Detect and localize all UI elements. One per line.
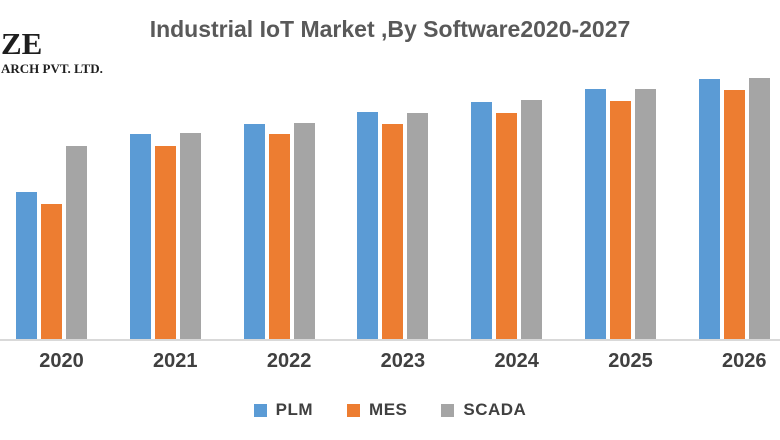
bar-mes-2023 bbox=[382, 124, 404, 339]
bar-mes-2021 bbox=[154, 146, 176, 339]
bar-plm-2024 bbox=[471, 102, 493, 339]
legend-item-mes: MES bbox=[347, 400, 407, 420]
bar-scada-2026 bbox=[748, 78, 770, 339]
bar-plm-2020 bbox=[16, 192, 37, 339]
x-axis-labels: 2020 2021 2022 2023 2024 2025 2026 bbox=[0, 350, 780, 378]
bar-scada-2020 bbox=[66, 146, 87, 339]
legend-label-plm: PLM bbox=[275, 400, 314, 419]
bar-scada-2025 bbox=[635, 89, 656, 339]
legend-label-mes: MES bbox=[369, 400, 408, 419]
bar-scada-2023 bbox=[407, 113, 429, 339]
bar-mes-2022 bbox=[268, 134, 290, 339]
x-axis-label-2025: 2025 bbox=[608, 350, 653, 372]
bar-plm-2022 bbox=[243, 124, 265, 339]
chart-title: Industrial IoT Market ,By Software2020-2… bbox=[149, 16, 631, 42]
bar-mes-2025 bbox=[610, 101, 631, 339]
bar-plm-2023 bbox=[357, 112, 379, 339]
bar-scada-2021 bbox=[179, 133, 201, 339]
legend-swatch-scada bbox=[441, 403, 455, 417]
plot-area bbox=[0, 78, 780, 341]
logo-text-bottom: ARCH PVT. LTD. bbox=[1, 61, 103, 76]
x-axis-label-2023: 2023 bbox=[380, 350, 426, 372]
legend-swatch-mes bbox=[347, 403, 361, 417]
x-axis-line bbox=[0, 339, 780, 341]
legend-item-plm: PLM bbox=[253, 400, 314, 420]
bar-plm-2025 bbox=[585, 89, 606, 339]
company-logo: ZE ARCH PVT. LTD. bbox=[1, 28, 103, 75]
legend-swatch-plm bbox=[253, 403, 267, 417]
legend-label-scada: SCADA bbox=[463, 400, 527, 419]
bar-plm-2026 bbox=[698, 79, 720, 339]
x-axis-label-2026: 2026 bbox=[722, 350, 767, 372]
x-axis-label-2024: 2024 bbox=[494, 350, 539, 372]
x-axis-label-2021: 2021 bbox=[153, 350, 198, 372]
bar-mes-2020 bbox=[41, 204, 62, 339]
x-axis-label-2020: 2020 bbox=[39, 350, 84, 372]
legend: PLM MES SCADA bbox=[0, 400, 780, 420]
logo-text-top: ZE bbox=[1, 26, 43, 61]
bar-scada-2024 bbox=[521, 100, 543, 339]
bar-scada-2022 bbox=[293, 123, 315, 339]
legend-item-scada: SCADA bbox=[441, 400, 526, 420]
x-axis-label-2022: 2022 bbox=[266, 350, 312, 372]
bar-plm-2021 bbox=[129, 134, 151, 339]
bar-mes-2024 bbox=[496, 113, 518, 339]
bar-mes-2026 bbox=[723, 90, 745, 339]
